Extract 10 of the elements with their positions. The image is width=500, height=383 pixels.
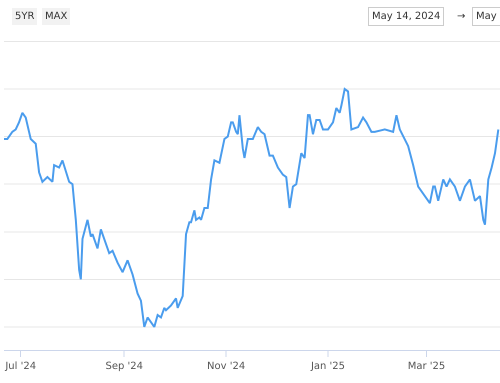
text: 5YR xyxy=(15,11,34,22)
x-tick-label: Sep '24 xyxy=(105,361,143,372)
text: May xyxy=(476,11,497,22)
text: May 14, 2024 xyxy=(372,11,440,22)
text: MAX xyxy=(45,11,68,22)
x-tick-label: Jan '25 xyxy=(310,361,346,372)
text: → xyxy=(457,11,466,22)
x-tick-label: Nov '24 xyxy=(207,361,246,372)
x-tick-label: Jul '24 xyxy=(4,361,36,372)
x-tick-label: Mar '25 xyxy=(408,361,446,372)
